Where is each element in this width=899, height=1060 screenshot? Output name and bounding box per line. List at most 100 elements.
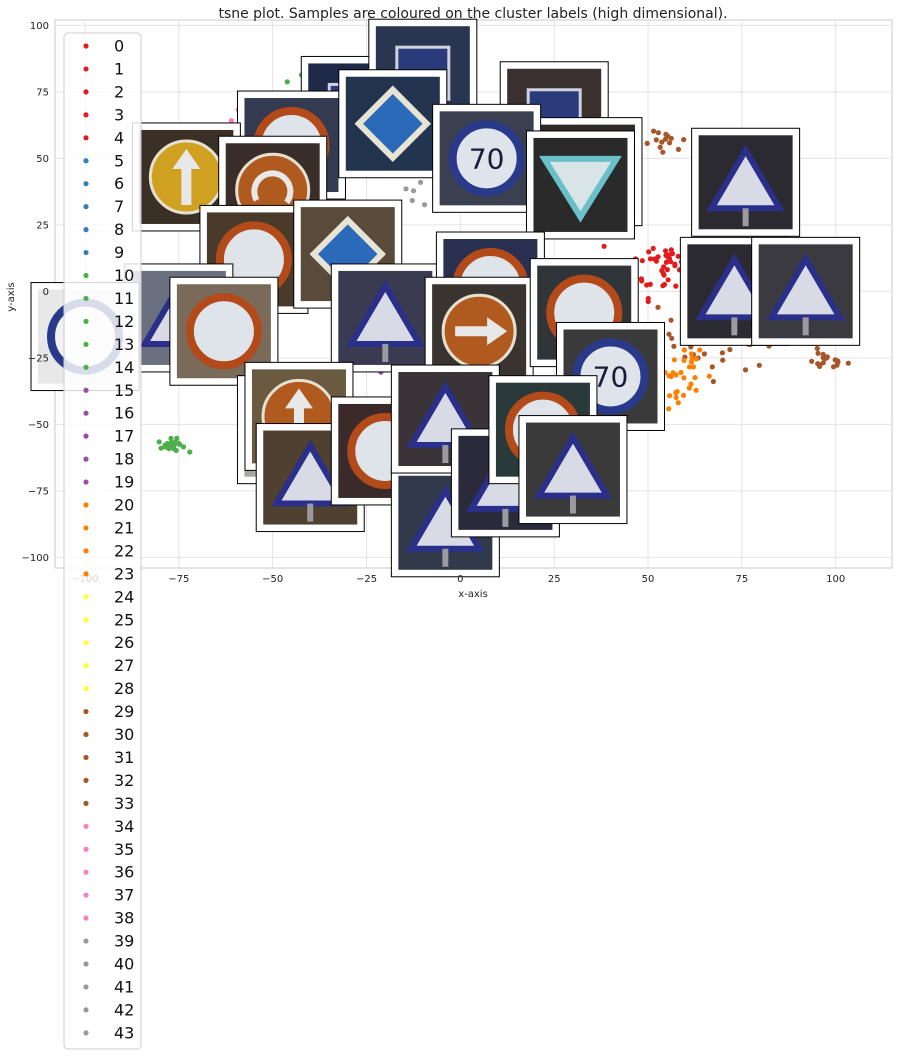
scatter-point bbox=[653, 137, 659, 143]
y-tick-labels: −100 −75 −50 −25 0 25 50 75 100 bbox=[22, 21, 49, 564]
scatter-point bbox=[706, 373, 712, 379]
legend-label: 29 bbox=[114, 702, 134, 721]
legend-marker bbox=[83, 1007, 89, 1013]
scatter-point bbox=[686, 364, 693, 370]
legend-marker bbox=[83, 594, 89, 600]
scatter-point bbox=[719, 350, 726, 356]
scatter-point bbox=[284, 79, 290, 85]
legend-label: 17 bbox=[114, 427, 134, 446]
legend-marker bbox=[83, 754, 89, 761]
scatter-point bbox=[645, 298, 651, 305]
legend-marker bbox=[83, 731, 89, 738]
legend-marker bbox=[83, 938, 89, 944]
legend-label: 21 bbox=[114, 518, 134, 537]
scatter-point bbox=[669, 335, 675, 341]
scatter-point bbox=[665, 133, 671, 139]
scatter-point bbox=[688, 359, 695, 365]
scatter-point bbox=[650, 245, 656, 251]
legend-marker bbox=[83, 66, 89, 72]
legend-marker bbox=[83, 410, 89, 416]
scatter-point bbox=[709, 364, 715, 370]
legend-label: 13 bbox=[114, 335, 134, 354]
scatter-point bbox=[690, 364, 697, 370]
legend-label: 5 bbox=[114, 151, 124, 170]
scatter-point bbox=[845, 360, 851, 366]
legend-marker bbox=[83, 479, 89, 485]
legend-label: 16 bbox=[114, 404, 134, 423]
legend-label: 27 bbox=[114, 656, 134, 675]
scatter-point bbox=[663, 259, 669, 265]
scatter-point bbox=[422, 202, 428, 208]
legend-marker bbox=[83, 708, 89, 715]
x-tick-label: 50 bbox=[642, 574, 655, 585]
scatter-point bbox=[820, 355, 826, 361]
x-tick-label: −25 bbox=[356, 574, 377, 585]
y-tick-label: 75 bbox=[36, 87, 49, 98]
scatter-point bbox=[162, 442, 168, 448]
scatter-point bbox=[692, 375, 698, 381]
legend-marker bbox=[83, 89, 89, 95]
legend-label: 18 bbox=[114, 450, 134, 469]
scatter-point bbox=[693, 356, 699, 362]
scatter-point bbox=[166, 446, 172, 452]
legend-marker bbox=[83, 181, 89, 187]
legend-label: 37 bbox=[114, 886, 134, 905]
legend-label: 10 bbox=[114, 266, 134, 285]
scatter-point bbox=[675, 400, 681, 406]
scatter-point bbox=[727, 346, 733, 353]
legend-label: 24 bbox=[114, 587, 134, 606]
legend: 0123456789101112131415161718192021222324… bbox=[63, 32, 142, 1050]
legend-box bbox=[63, 32, 142, 1050]
legend-marker bbox=[83, 204, 89, 210]
legend-marker bbox=[83, 663, 89, 669]
legend-label: 9 bbox=[114, 243, 124, 262]
scatter-point bbox=[668, 247, 674, 253]
scatter-point bbox=[681, 375, 687, 381]
legend-label: 4 bbox=[114, 128, 124, 147]
legend-label: 41 bbox=[114, 977, 134, 996]
scatter-point bbox=[673, 283, 679, 289]
scatter-point bbox=[832, 357, 838, 363]
legend-marker bbox=[83, 800, 89, 806]
y-tick-label: 25 bbox=[36, 220, 49, 231]
legend-label: 43 bbox=[114, 1023, 134, 1042]
legend-marker bbox=[83, 433, 89, 439]
sign-thumbnail bbox=[338, 69, 448, 179]
y-tick-label: −75 bbox=[28, 486, 49, 497]
legend-marker bbox=[83, 341, 89, 347]
scatter-point bbox=[410, 188, 417, 194]
y-tick-label: −25 bbox=[28, 353, 49, 364]
legend-marker bbox=[83, 1030, 89, 1036]
scatter-point bbox=[659, 139, 665, 145]
x-tick-label: 75 bbox=[735, 574, 748, 585]
legend-marker bbox=[83, 43, 89, 49]
legend-label: 26 bbox=[114, 633, 134, 652]
legend-marker bbox=[83, 915, 89, 921]
legend-marker bbox=[83, 502, 89, 508]
x-axis-label: x-axis bbox=[458, 589, 488, 600]
scatter-point bbox=[742, 367, 749, 373]
legend-marker bbox=[83, 272, 89, 279]
scatter-point bbox=[678, 369, 684, 376]
scatter-point bbox=[660, 283, 666, 289]
legend-marker bbox=[83, 617, 89, 623]
scatter-point bbox=[688, 381, 694, 387]
scatter-point bbox=[666, 373, 672, 379]
scatter-point bbox=[667, 140, 673, 146]
x-tick-label: −75 bbox=[168, 574, 189, 585]
scatter-point bbox=[639, 278, 645, 284]
legend-marker bbox=[83, 869, 89, 875]
scatter-point bbox=[809, 358, 815, 364]
scatter-point bbox=[657, 144, 663, 150]
scatter-point bbox=[686, 385, 692, 391]
scatter-point bbox=[756, 362, 762, 368]
x-tick-label: −50 bbox=[262, 574, 283, 585]
scatter-point bbox=[815, 350, 821, 356]
y-tick-label: −50 bbox=[28, 420, 49, 431]
y-axis-label: y-axis bbox=[6, 282, 17, 311]
legend-label: 30 bbox=[114, 725, 134, 744]
legend-marker bbox=[83, 961, 89, 967]
